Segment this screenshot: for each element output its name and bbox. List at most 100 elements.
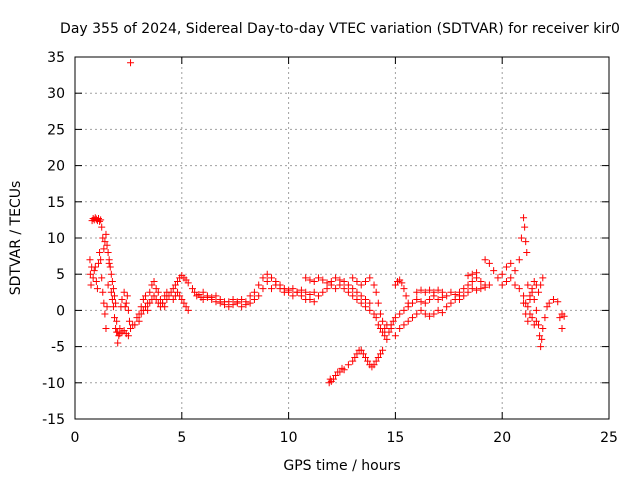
data-point xyxy=(434,296,442,304)
data-point xyxy=(332,285,340,293)
data-point xyxy=(426,286,434,294)
data-point xyxy=(131,321,139,329)
data-point xyxy=(349,292,357,300)
data-point xyxy=(238,303,246,311)
data-point xyxy=(400,321,408,329)
data-point xyxy=(336,281,344,289)
data-point xyxy=(101,238,109,246)
data-point xyxy=(507,259,515,267)
data-point xyxy=(238,296,246,304)
data-point xyxy=(111,314,119,322)
data-point xyxy=(379,328,387,336)
data-point xyxy=(464,272,472,280)
data-point xyxy=(477,285,485,293)
data-point xyxy=(349,357,357,365)
data-point xyxy=(146,299,154,307)
y-tick-label: 35 xyxy=(47,50,65,66)
data-point xyxy=(396,310,404,318)
data-point xyxy=(549,296,557,304)
data-point xyxy=(163,296,171,304)
data-point xyxy=(263,277,271,285)
data-point xyxy=(359,350,367,358)
data-point xyxy=(526,310,534,318)
data-point xyxy=(123,292,131,300)
data-point xyxy=(532,317,540,325)
data-point xyxy=(154,288,162,296)
data-point xyxy=(86,256,94,264)
data-point xyxy=(361,303,369,311)
data-point xyxy=(112,325,120,332)
data-point xyxy=(255,281,263,289)
data-point xyxy=(520,214,528,222)
data-point xyxy=(203,292,211,300)
chart-title: Day 355 of 2024, Sidereal Day-to-day VTE… xyxy=(60,21,620,37)
data-point xyxy=(250,296,258,304)
data-point xyxy=(372,357,380,365)
data-point xyxy=(402,292,410,300)
data-point xyxy=(221,298,229,306)
data-point xyxy=(443,292,451,300)
data-point xyxy=(104,281,112,289)
data-point xyxy=(259,285,267,293)
data-point xyxy=(89,274,97,282)
data-point xyxy=(167,288,175,296)
data-point xyxy=(94,259,102,267)
data-point xyxy=(250,288,258,296)
data-point xyxy=(106,263,114,271)
data-point xyxy=(255,292,263,300)
data-point xyxy=(332,372,340,380)
data-point xyxy=(417,298,425,306)
y-tick-label: 30 xyxy=(47,86,65,102)
y-tick-label: 5 xyxy=(56,267,65,283)
data-point xyxy=(481,283,489,291)
data-point xyxy=(366,299,374,307)
data-point xyxy=(541,314,549,322)
data-point xyxy=(473,269,481,277)
data-point xyxy=(554,298,562,306)
data-point xyxy=(302,288,310,296)
data-point xyxy=(353,350,361,358)
data-point xyxy=(315,292,323,300)
data-point xyxy=(413,296,421,304)
data-point xyxy=(357,299,365,307)
data-point xyxy=(421,288,429,296)
data-point xyxy=(148,281,156,289)
data-point xyxy=(455,292,463,300)
plot-frame xyxy=(74,56,610,420)
data-point xyxy=(434,306,442,314)
y-tick-label: 20 xyxy=(47,159,65,175)
data-point xyxy=(272,281,280,289)
data-point xyxy=(100,245,108,253)
data-point xyxy=(372,288,380,296)
data-point xyxy=(276,285,284,293)
data-point xyxy=(174,277,182,285)
data-point xyxy=(344,288,352,296)
data-point xyxy=(135,317,143,325)
data-point xyxy=(99,234,107,242)
data-point xyxy=(127,59,135,67)
data-point xyxy=(332,274,340,282)
data-point xyxy=(340,285,348,293)
data-point xyxy=(417,306,425,314)
data-point xyxy=(293,288,301,296)
data-point xyxy=(421,299,429,307)
data-point xyxy=(381,325,389,332)
data-point xyxy=(99,288,107,296)
data-point xyxy=(122,299,130,307)
data-point xyxy=(90,267,98,275)
data-point xyxy=(351,353,359,361)
data-point xyxy=(310,298,318,306)
data-point xyxy=(174,288,182,296)
data-point xyxy=(340,277,348,285)
data-point xyxy=(507,274,515,282)
data-point xyxy=(98,274,106,282)
data-point xyxy=(208,293,216,301)
data-point xyxy=(125,317,133,325)
data-point xyxy=(246,292,254,300)
data-point xyxy=(357,281,365,289)
data-point xyxy=(556,314,564,322)
data-point xyxy=(141,292,149,300)
data-point xyxy=(391,314,399,322)
data-point xyxy=(97,216,105,224)
